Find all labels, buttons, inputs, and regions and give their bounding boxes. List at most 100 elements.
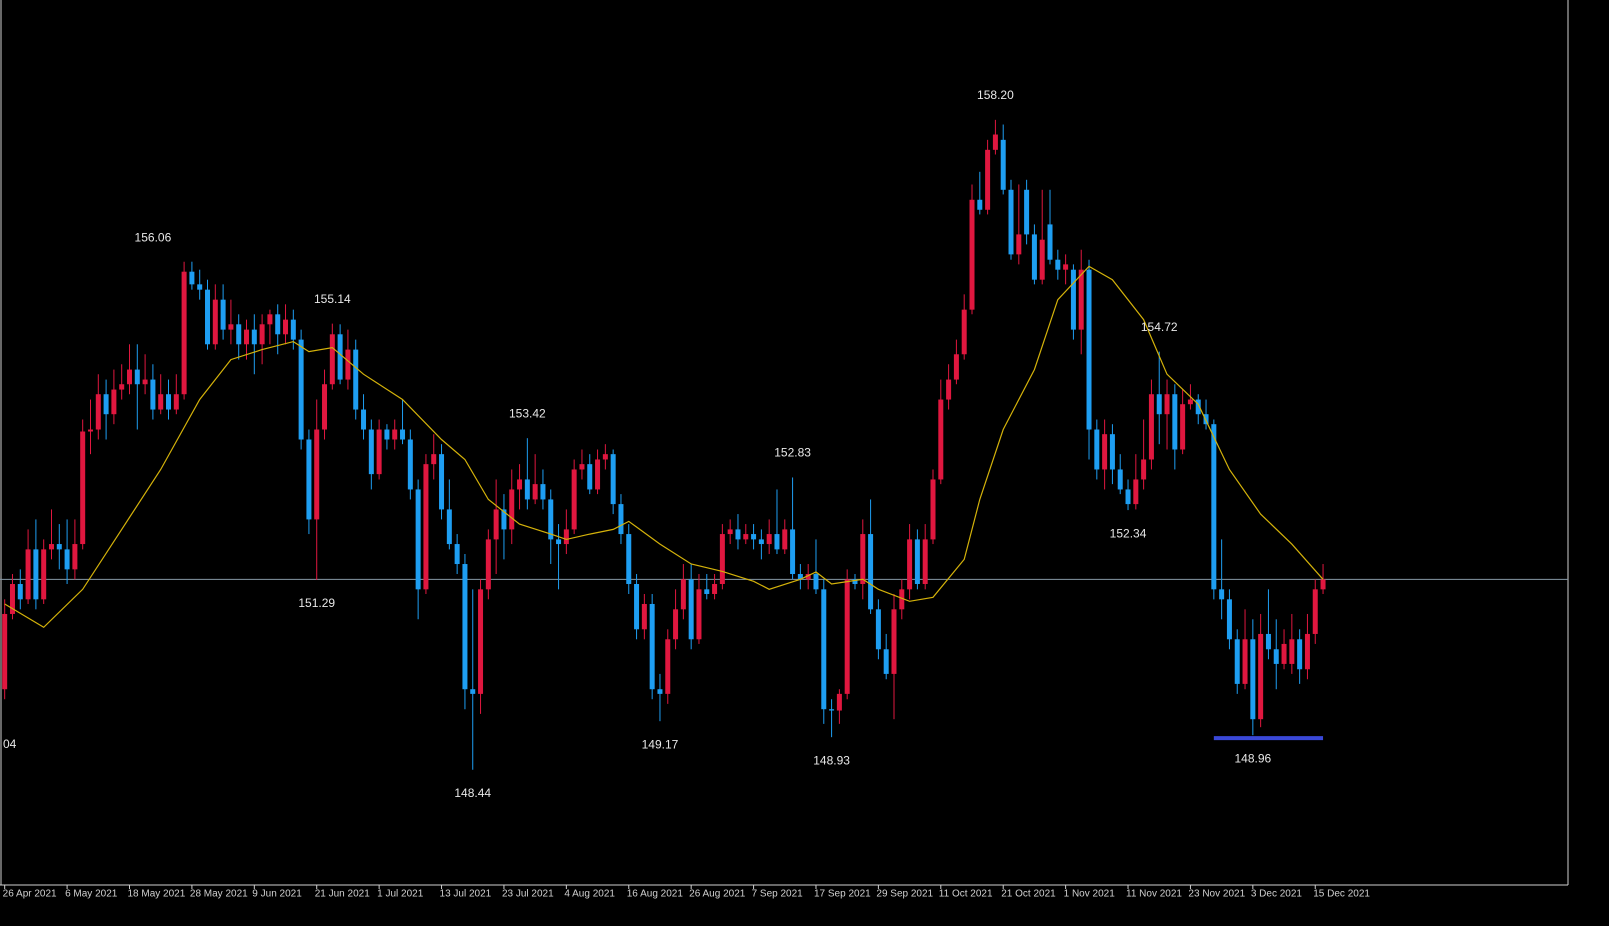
candle-body xyxy=(485,539,491,590)
candle-body xyxy=(1008,189,1014,255)
candle-body xyxy=(205,289,211,345)
price-annotation: 152.83 xyxy=(774,446,811,460)
candle-body xyxy=(353,349,359,410)
candle-body xyxy=(852,579,858,585)
candle-body xyxy=(524,479,530,500)
candle-body xyxy=(251,329,257,345)
candle-body xyxy=(1258,633,1264,720)
candle-body xyxy=(727,529,733,535)
candle-body xyxy=(540,484,546,500)
candle-body xyxy=(719,534,725,585)
candle-body xyxy=(275,314,281,335)
candle-body xyxy=(462,564,468,690)
candle-body xyxy=(1016,234,1022,255)
candle-body xyxy=(212,299,218,345)
candle-body xyxy=(392,429,398,440)
candle-body xyxy=(1172,394,1178,450)
candle-body xyxy=(134,369,140,385)
candle-body xyxy=(665,639,671,694)
candle-body xyxy=(80,431,86,545)
candle-body xyxy=(454,544,460,565)
candle-body xyxy=(1117,469,1123,490)
candle-body xyxy=(283,319,289,335)
candle-body xyxy=(173,394,179,410)
price-annotation: 155.14 xyxy=(314,292,351,306)
candle-body xyxy=(634,584,640,630)
x-tick-label: 23 Jul 2021 xyxy=(502,889,554,900)
price-annotation: 148.93 xyxy=(813,753,850,767)
candle-body xyxy=(766,534,772,545)
candle-body xyxy=(1094,429,1100,470)
candle-body xyxy=(1187,399,1193,405)
candle-body xyxy=(244,329,250,345)
candle-body xyxy=(782,529,788,550)
candle-body xyxy=(532,484,538,500)
candle-body xyxy=(696,589,702,640)
x-tick-label: 26 Apr 2021 xyxy=(3,889,57,900)
candle-body xyxy=(478,589,484,694)
candle-body xyxy=(259,324,265,345)
candle-body xyxy=(1250,639,1256,720)
candle-body xyxy=(95,394,101,430)
candle-body xyxy=(329,334,335,385)
x-tick-label: 7 Sep 2021 xyxy=(752,889,804,900)
candle-body xyxy=(306,439,312,520)
candle-body xyxy=(1211,424,1217,590)
clipped-label: 04 xyxy=(3,737,17,751)
x-tick-label: 11 Oct 2021 xyxy=(939,889,993,900)
candle-body xyxy=(72,544,78,570)
x-tick-label: 1 Nov 2021 xyxy=(1064,889,1116,900)
candle-body xyxy=(407,439,413,490)
candle-body xyxy=(914,539,920,585)
candle-body xyxy=(899,589,905,610)
candle-body xyxy=(774,534,780,550)
candle-body xyxy=(1086,269,1092,430)
candle-body xyxy=(595,459,601,490)
candle-body xyxy=(1219,589,1225,600)
candle-body xyxy=(1109,434,1115,470)
candle-body xyxy=(228,324,234,330)
candle-body xyxy=(1148,394,1154,460)
candle-body xyxy=(56,544,62,550)
candle-body xyxy=(361,409,367,430)
candle-body xyxy=(41,549,47,600)
candle-body xyxy=(1078,269,1084,330)
candle-body xyxy=(860,534,866,585)
candle-body xyxy=(267,314,273,325)
candle-body xyxy=(126,369,132,385)
price-annotation: 153.42 xyxy=(509,406,546,420)
price-annotation: 156.06 xyxy=(135,231,172,245)
candle-body xyxy=(368,429,374,475)
candle-body xyxy=(64,549,70,570)
x-tick-label: 26 Aug 2021 xyxy=(689,889,746,900)
candle-body xyxy=(150,379,156,410)
candle-body xyxy=(509,489,515,530)
candle-body xyxy=(992,134,998,150)
candle-body xyxy=(883,649,889,674)
candle-body xyxy=(735,529,741,540)
candle-body xyxy=(111,389,117,415)
x-tick-label: 4 Aug 2021 xyxy=(564,889,615,900)
candle-body xyxy=(813,574,819,590)
candle-body xyxy=(1047,224,1053,260)
candle-body xyxy=(743,534,749,540)
candle-body xyxy=(9,584,15,614)
candle-body xyxy=(400,429,406,440)
candle-body xyxy=(314,429,320,520)
candle-body xyxy=(1297,639,1303,670)
x-tick-label: 6 May 2021 xyxy=(65,889,118,900)
x-tick-label: 15 Dec 2021 xyxy=(1313,889,1370,900)
candle-body xyxy=(985,149,991,210)
candle-body xyxy=(87,429,93,432)
x-tick-label: 3 Dec 2021 xyxy=(1251,889,1303,900)
candle-body xyxy=(571,469,577,530)
candle-body xyxy=(1320,579,1326,590)
candle-body xyxy=(415,489,421,590)
candle-body xyxy=(1304,633,1310,670)
candle-body xyxy=(688,579,694,640)
candle-body xyxy=(1070,269,1076,330)
x-tick-label: 16 Aug 2021 xyxy=(627,889,684,900)
